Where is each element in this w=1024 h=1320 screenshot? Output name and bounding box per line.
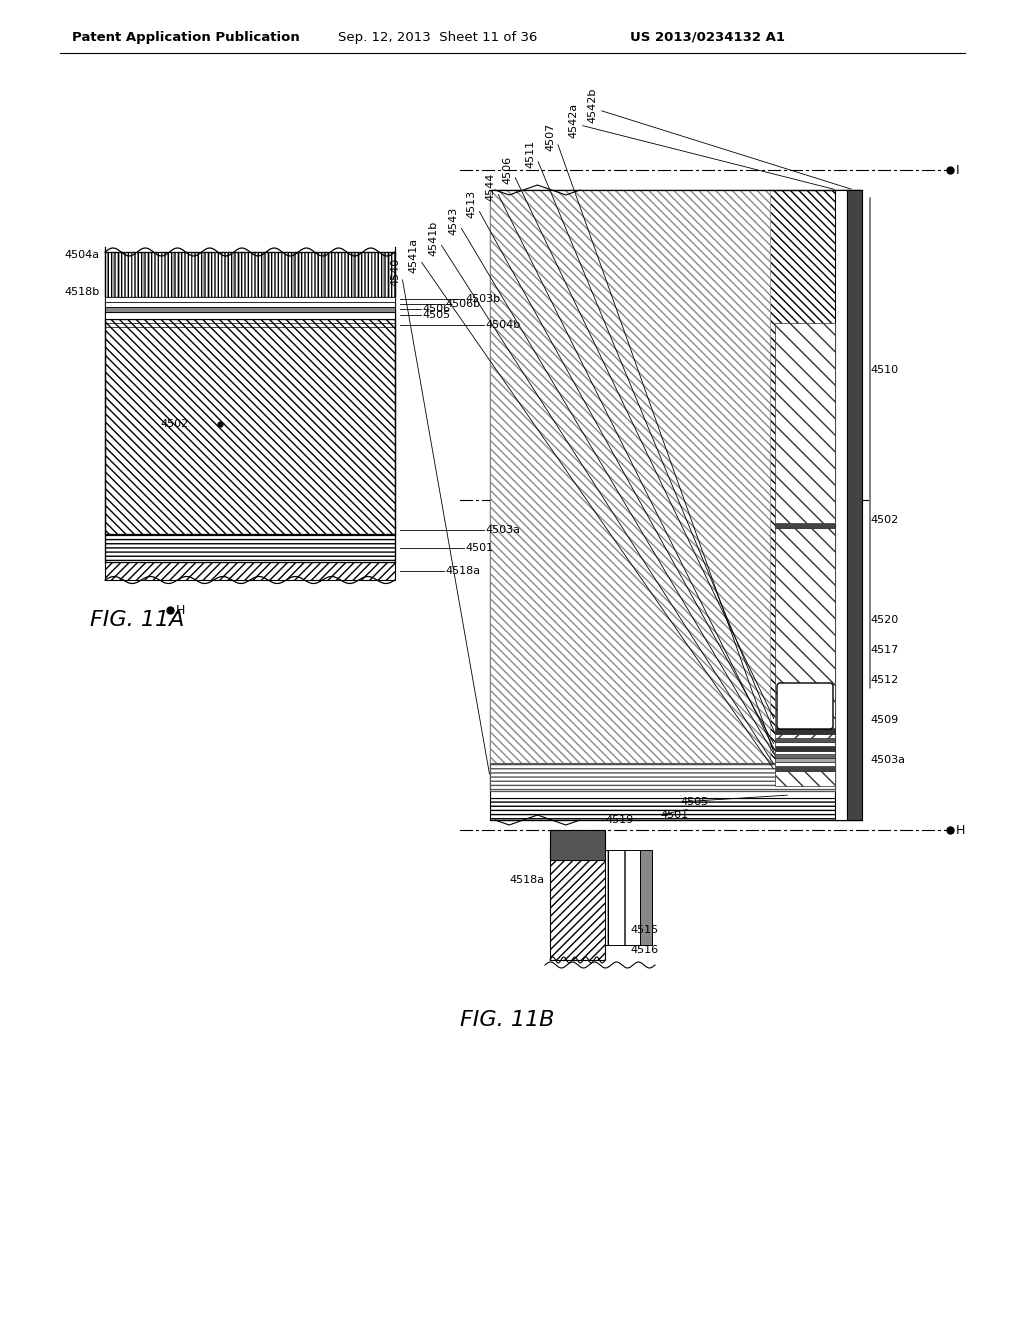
Text: 4511: 4511: [525, 140, 535, 168]
Bar: [775, 771, 835, 785]
Text: 4519: 4519: [605, 814, 633, 825]
Text: FIG. 11B: FIG. 11B: [460, 1010, 554, 1030]
Text: 4504b: 4504b: [485, 319, 520, 330]
Bar: [105, 319, 395, 535]
Text: H: H: [956, 824, 966, 837]
Bar: [775, 528, 835, 729]
Text: 4502: 4502: [870, 515, 898, 525]
Text: US 2013/0234132 A1: US 2013/0234132 A1: [630, 30, 785, 44]
Text: 4543: 4543: [449, 207, 458, 235]
Text: 4513: 4513: [466, 190, 476, 218]
Text: 4506: 4506: [502, 156, 512, 183]
Text: 4520: 4520: [870, 615, 898, 624]
Bar: [105, 535, 395, 562]
Text: 4503a: 4503a: [485, 525, 520, 535]
Bar: [775, 323, 835, 523]
Bar: [490, 799, 860, 820]
Text: 4501: 4501: [660, 810, 688, 820]
Text: 4518a: 4518a: [445, 566, 480, 576]
Bar: [490, 190, 860, 791]
Bar: [775, 766, 835, 771]
Bar: [640, 850, 652, 945]
Text: 4509: 4509: [870, 715, 898, 725]
Bar: [847, 190, 862, 820]
Bar: [775, 734, 835, 738]
Text: 4506b: 4506b: [445, 300, 480, 309]
Text: 4507: 4507: [545, 123, 555, 150]
Bar: [550, 830, 605, 861]
Bar: [835, 190, 847, 820]
Text: 4544: 4544: [485, 173, 495, 201]
Text: 4512: 4512: [870, 675, 898, 685]
Bar: [105, 297, 395, 302]
Text: 4502: 4502: [160, 418, 188, 429]
Bar: [490, 763, 835, 791]
Text: 4510: 4510: [870, 366, 898, 375]
Bar: [775, 729, 835, 734]
Text: FIG. 11A: FIG. 11A: [90, 610, 184, 630]
Text: I: I: [956, 164, 959, 177]
Bar: [550, 850, 605, 960]
Bar: [605, 850, 640, 945]
Bar: [105, 252, 395, 297]
Text: 4542a: 4542a: [568, 103, 578, 137]
Bar: [775, 742, 835, 746]
Bar: [775, 762, 835, 766]
Text: 4542b: 4542b: [587, 87, 597, 123]
Bar: [490, 190, 770, 791]
Bar: [775, 751, 835, 754]
Text: 4515: 4515: [630, 925, 658, 935]
Bar: [105, 302, 395, 308]
Text: 4506: 4506: [422, 304, 451, 314]
Text: 4541b: 4541b: [428, 220, 438, 256]
Bar: [775, 758, 835, 762]
Text: 4505: 4505: [680, 797, 709, 807]
Text: 4516: 4516: [630, 945, 658, 954]
Text: 4504a: 4504a: [65, 249, 100, 260]
Text: 4503a: 4503a: [870, 755, 905, 766]
Bar: [775, 523, 835, 528]
Text: Patent Application Publication: Patent Application Publication: [72, 30, 300, 44]
Text: 4503b: 4503b: [465, 294, 500, 304]
Text: H: H: [176, 603, 185, 616]
Bar: [105, 562, 395, 579]
Text: 4541a: 4541a: [408, 238, 418, 272]
Text: Sep. 12, 2013  Sheet 11 of 36: Sep. 12, 2013 Sheet 11 of 36: [338, 30, 538, 44]
Bar: [105, 312, 395, 319]
Bar: [775, 754, 835, 758]
Bar: [490, 791, 860, 799]
Text: 4518b: 4518b: [65, 286, 100, 297]
Text: 4517: 4517: [870, 645, 898, 655]
FancyBboxPatch shape: [777, 682, 833, 729]
Text: 4540: 4540: [390, 257, 400, 286]
Bar: [775, 746, 835, 751]
Text: 4518a: 4518a: [510, 875, 545, 884]
Bar: [105, 308, 395, 312]
Text: 4505: 4505: [422, 310, 451, 319]
Bar: [775, 738, 835, 742]
Text: 4501: 4501: [465, 543, 494, 553]
